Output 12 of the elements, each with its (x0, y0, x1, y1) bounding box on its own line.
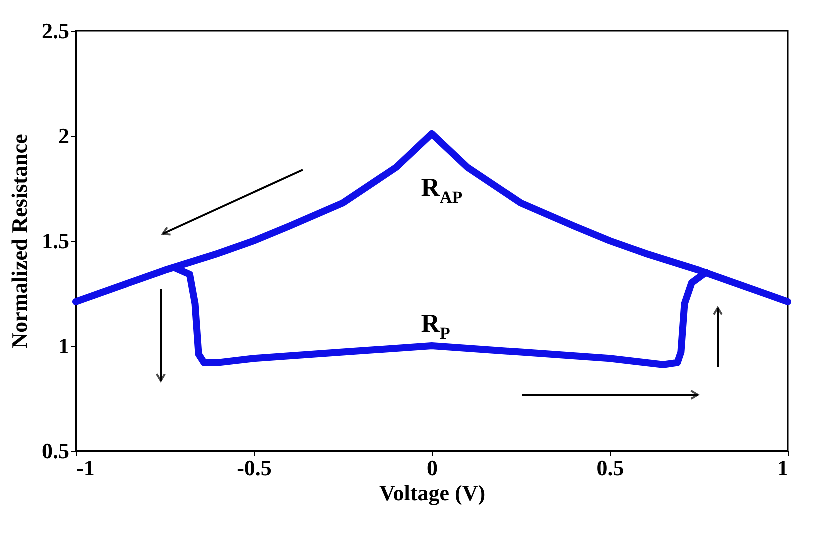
x-tick-label: -1 (76, 456, 95, 480)
y-tick-label: 1 (58, 334, 70, 358)
x-tick-label: 0 (427, 456, 438, 480)
y-tick-label: 2.5 (42, 18, 70, 44)
x-axis-title: Voltage (V) (379, 480, 486, 506)
x-tick-label: 0.5 (596, 456, 624, 480)
x-tick-label: 1 (778, 456, 788, 480)
y-axis-title: Normalized Resistance (7, 134, 32, 349)
y-tick-label: 2 (58, 124, 70, 148)
x-tick-label: -0.5 (237, 456, 272, 480)
y-tick-label: 1.5 (42, 228, 70, 254)
y-tick-label: 0.5 (42, 438, 70, 464)
